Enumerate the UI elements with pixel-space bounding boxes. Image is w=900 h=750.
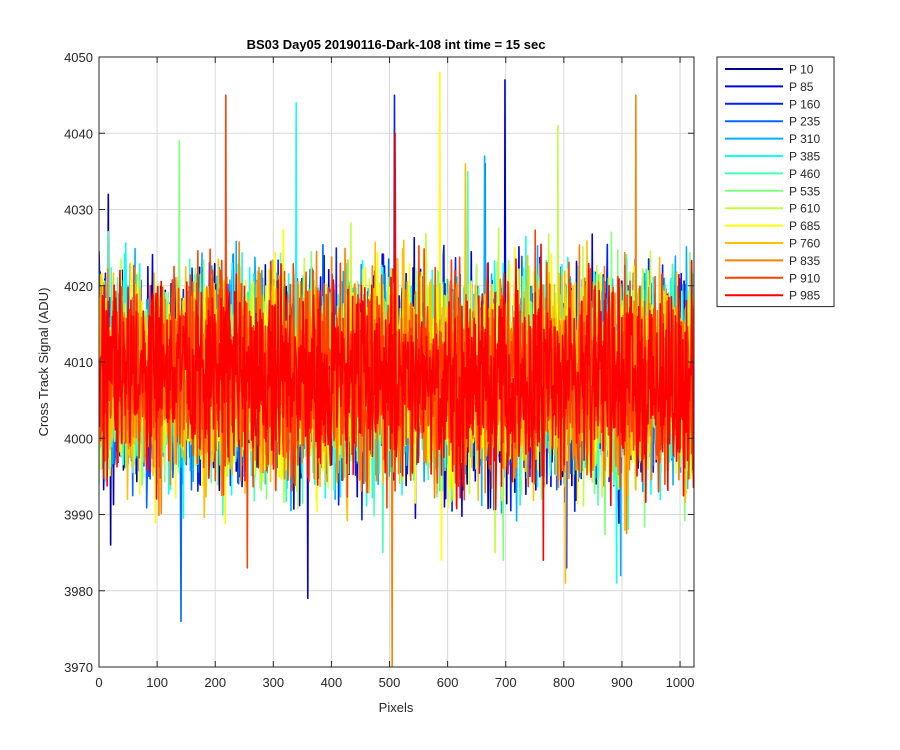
legend-label: P 910: [789, 271, 820, 285]
legend-label: P 310: [789, 132, 820, 146]
legend-label: P 835: [789, 254, 820, 268]
x-tick-label: 100: [146, 675, 168, 690]
legend-label: P 385: [789, 150, 820, 164]
legend-label: P 535: [789, 184, 820, 198]
x-tick-label: 1000: [666, 675, 695, 690]
legend-label: P 160: [789, 97, 820, 111]
x-tick-label: 900: [611, 675, 633, 690]
legend-label: P 985: [789, 289, 820, 303]
x-tick-label: 800: [553, 675, 575, 690]
legend-label: P 10: [789, 63, 814, 77]
y-tick-label: 4050: [64, 50, 93, 65]
x-tick-label: 300: [262, 675, 284, 690]
legend-label: P 610: [789, 202, 820, 216]
series-line-p985: [99, 132, 694, 562]
legend-label: P 460: [789, 167, 820, 181]
x-tick-label: 600: [437, 675, 459, 690]
x-tick-label: 0: [95, 675, 102, 690]
legend-label: P 235: [789, 115, 820, 129]
x-tick-label: 500: [379, 675, 401, 690]
legend-label: P 685: [789, 219, 820, 233]
legend-label: P 85: [789, 80, 814, 94]
y-axis-label: Cross Track Signal (ADU): [36, 288, 51, 437]
y-tick-label: 3990: [64, 508, 93, 523]
axis-ticks: 0 100 200 300 400 500 600 700 800 900 1000 3970 3980…: [64, 50, 694, 690]
x-tick-label: 200: [204, 675, 226, 690]
legend-box: [716, 56, 835, 308]
y-tick-label: 4010: [64, 355, 93, 370]
y-tick-label: 3980: [64, 584, 93, 599]
x-tick-label: 400: [321, 675, 343, 690]
x-tick-label: 700: [495, 675, 517, 690]
chart-title: BS03 Day05 20190116-Dark-108 int time = …: [247, 37, 546, 52]
y-tick-label: 4040: [64, 126, 93, 141]
legend: P 10 P 85 P 160 P 235 P 310 P 385 P 460 P 535 P …: [716, 56, 835, 308]
y-tick-label: 3970: [64, 660, 93, 675]
x-axis-label: Pixels: [379, 700, 414, 715]
y-tick-label: 4000: [64, 431, 93, 446]
plot-lines: [99, 71, 694, 667]
y-tick-label: 4030: [64, 203, 93, 218]
y-tick-label: 4020: [64, 279, 93, 294]
legend-label: P 760: [789, 237, 820, 251]
